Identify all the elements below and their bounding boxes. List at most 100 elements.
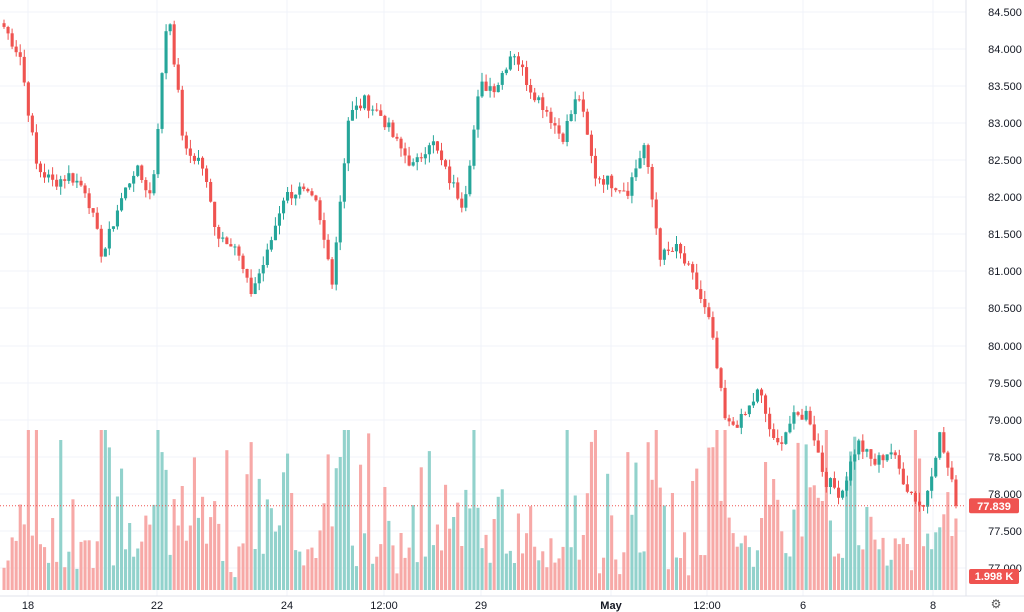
candle-body [731, 421, 735, 425]
candle-body [638, 158, 642, 169]
candle-body [411, 162, 415, 166]
volume-bar [800, 536, 804, 590]
volume-bar [71, 499, 75, 590]
time-axis[interactable]: 18 22 24 12:00 29 May 12:00 6 8 [22, 600, 936, 612]
candle-body [529, 85, 533, 93]
candle-body [241, 255, 245, 269]
candle-body [930, 476, 934, 491]
candle-body [472, 129, 476, 166]
candle-body [160, 73, 164, 129]
volume-bar [857, 545, 861, 590]
candle-body [302, 186, 306, 189]
candle-body [55, 179, 59, 187]
volume-bar [897, 544, 901, 590]
candle-body [407, 155, 411, 166]
candle-body [277, 213, 281, 226]
candle-body [926, 490, 930, 507]
candle-body [646, 145, 650, 167]
candle-body [610, 175, 614, 189]
volume-bar [30, 535, 34, 590]
price-tick-label: 79.000 [988, 415, 1022, 427]
volume-bar [812, 485, 816, 590]
volume-bar [47, 562, 51, 590]
volume-bar [662, 505, 666, 590]
volume-bar [379, 544, 383, 590]
price-tick-label: 84.000 [988, 44, 1022, 56]
candle-body [43, 172, 47, 178]
volume-bar [561, 546, 565, 590]
volume-bar [796, 442, 800, 590]
volume-bar [95, 541, 99, 590]
volume-bar [415, 562, 419, 590]
candle-body [322, 220, 326, 240]
volume-bar [322, 503, 326, 590]
time-tick-label: 12:00 [370, 600, 398, 612]
candle-body [334, 242, 338, 285]
candle-body [484, 81, 488, 91]
volume-bar [691, 481, 695, 590]
candle-body [249, 277, 253, 294]
candle-body [687, 263, 691, 265]
volume-bar [687, 575, 691, 590]
time-tick-label: 18 [22, 600, 34, 612]
volume-bar [237, 546, 241, 590]
candle-body [480, 81, 484, 97]
candle-body [861, 440, 865, 452]
candle-body [581, 99, 585, 112]
volume-bar [213, 501, 217, 590]
candle-body [205, 168, 209, 182]
volume-bar [699, 555, 703, 590]
volume-bar [533, 546, 537, 590]
volume-bar [585, 493, 589, 590]
candle-body [59, 179, 63, 187]
candle-body [107, 228, 111, 249]
candle-body [492, 86, 496, 93]
candle-body [423, 154, 427, 159]
volume-bar [346, 430, 350, 590]
candle-body [144, 180, 148, 191]
volume-bar [472, 430, 476, 590]
candle-body [853, 454, 857, 462]
candle-body [298, 186, 302, 195]
candle-body [201, 157, 205, 169]
candle-body [67, 173, 71, 181]
candle-body [764, 395, 768, 414]
volume-bar [869, 516, 873, 590]
volume-bar [51, 518, 55, 590]
volume-bar [225, 450, 229, 590]
candle-body [456, 182, 460, 199]
volume-bar [43, 547, 47, 590]
last-volume-badge-bg [969, 569, 1019, 584]
candle-body [124, 187, 128, 199]
gear-icon[interactable]: ⚙ [990, 597, 1002, 611]
candle-body [792, 412, 796, 424]
volume-bar [444, 484, 448, 590]
time-tick-label: 24 [281, 600, 293, 612]
volume-bar [525, 533, 529, 590]
volume-bar [905, 544, 909, 590]
candle-body [286, 192, 290, 201]
price-tick-label: 79.500 [988, 378, 1022, 390]
candle-body [14, 46, 18, 53]
volume-bar [845, 476, 849, 590]
price-tick-label: 81.000 [988, 266, 1022, 278]
volume-bar [156, 430, 160, 590]
volume-bar [589, 441, 593, 590]
candle-body [695, 272, 699, 290]
candle-body [553, 123, 557, 126]
volume-bar [290, 493, 294, 590]
candle-body [707, 307, 711, 318]
volume-bar [419, 467, 423, 590]
volume-bar [164, 469, 168, 590]
candle-body [346, 120, 350, 164]
volume-bar [67, 551, 71, 590]
candle-body [282, 200, 286, 214]
price-axis[interactable]: 84.500 84.000 83.500 83.000 82.500 82.000 81.5… [988, 7, 1022, 575]
candle-body [237, 246, 241, 256]
candle-body [403, 148, 407, 156]
candle-body [140, 165, 144, 180]
candle-body [294, 194, 298, 199]
candle-body [549, 111, 553, 123]
